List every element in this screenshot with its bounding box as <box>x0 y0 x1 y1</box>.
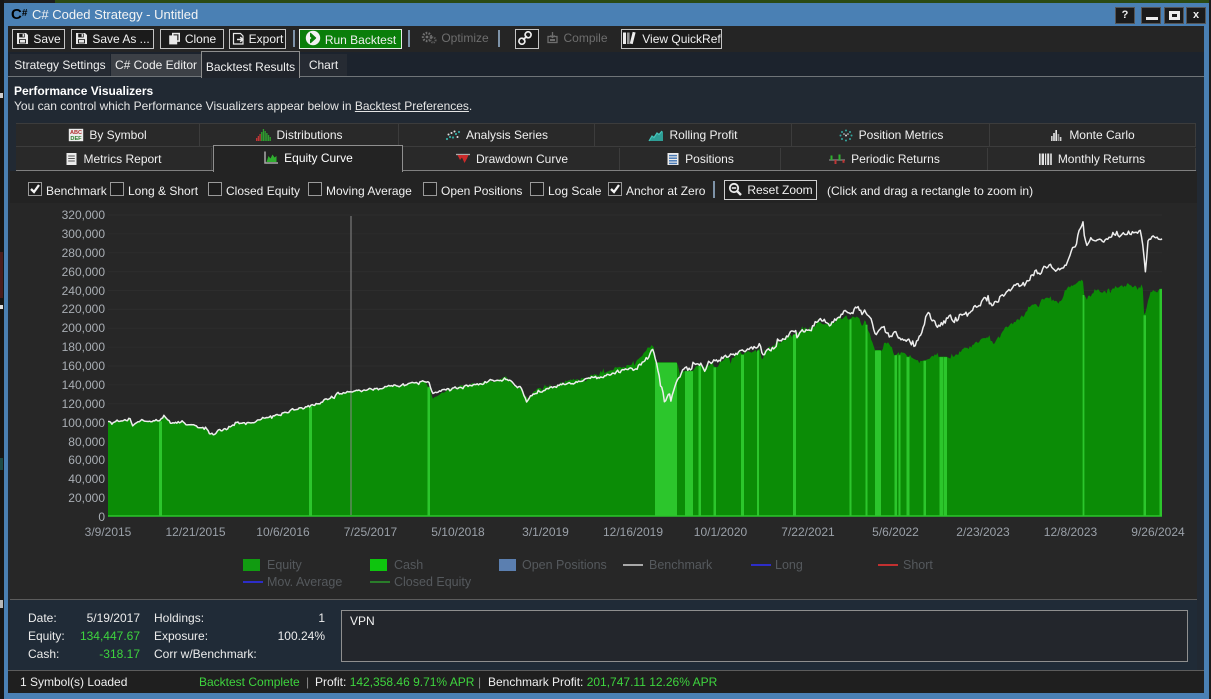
svg-text:DEF: DEF <box>71 136 83 142</box>
svg-text:ABC: ABC <box>70 130 82 136</box>
